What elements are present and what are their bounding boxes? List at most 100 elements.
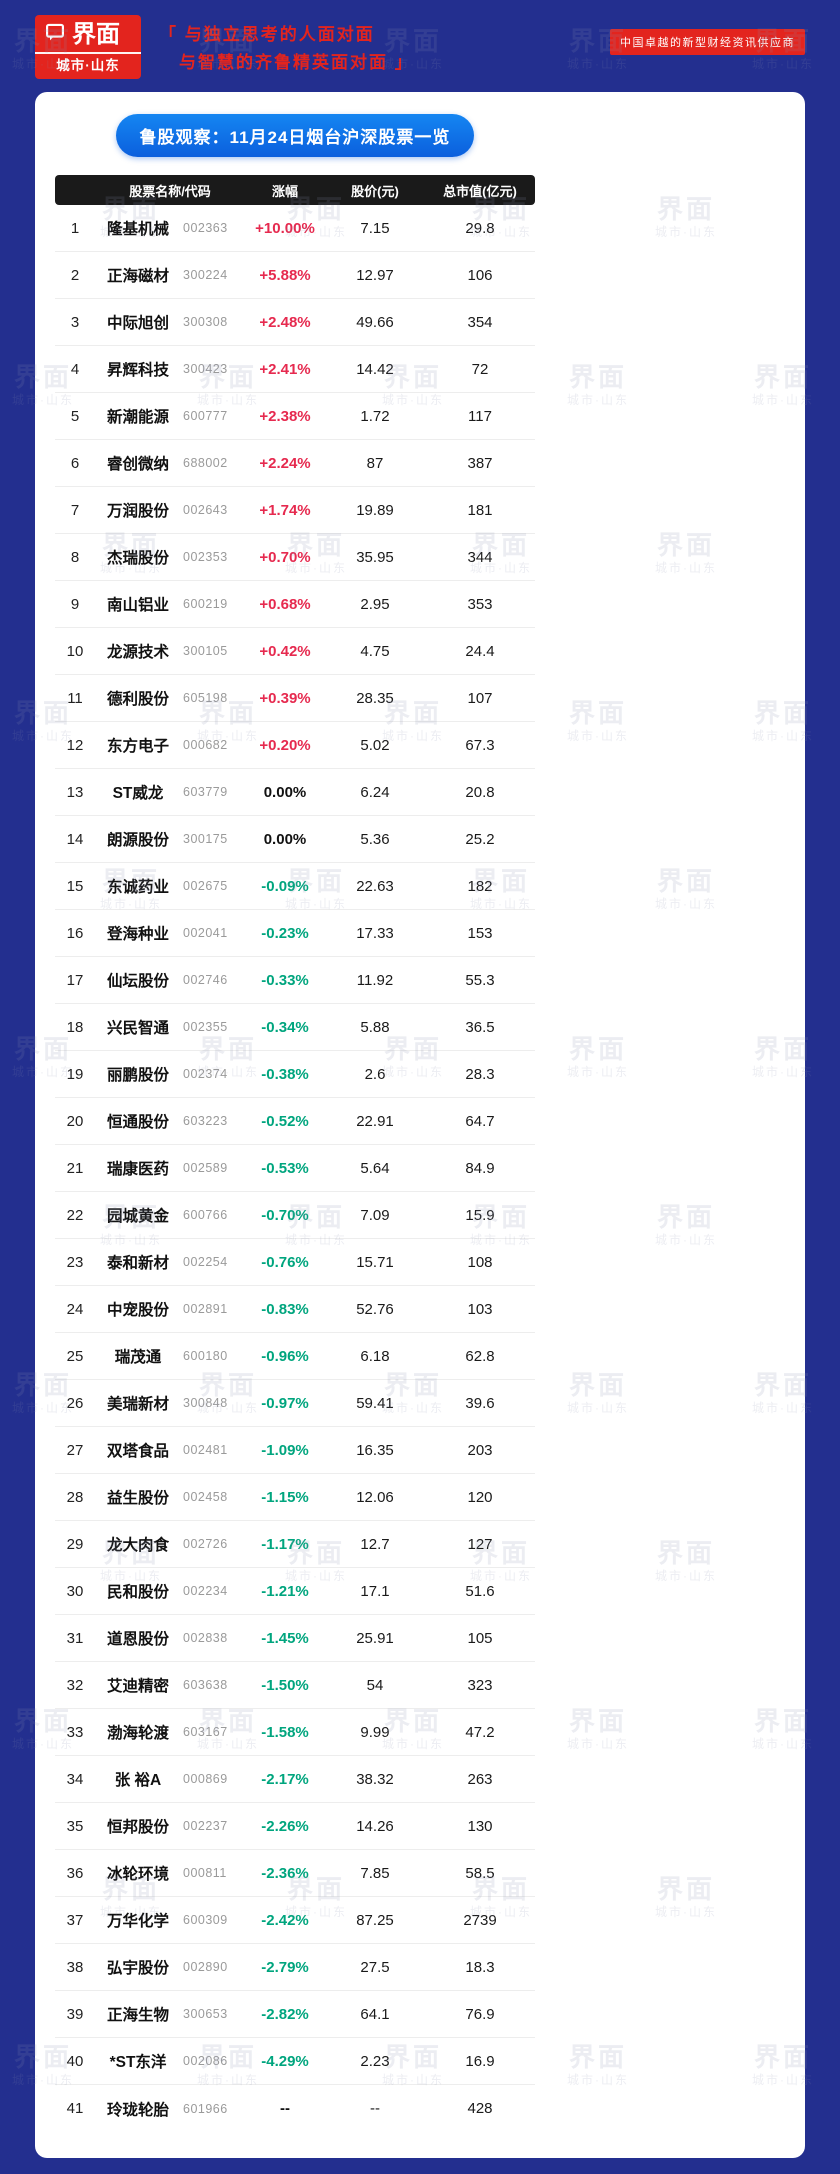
stock-code: 002675 xyxy=(183,879,228,893)
stock-code: 002353 xyxy=(183,550,228,564)
row-number: 32 xyxy=(66,1676,84,1694)
name-code-cell: 冰轮环境 000811 xyxy=(95,1862,245,1884)
market-cap: 181 xyxy=(467,501,493,519)
change-percent: -1.09% xyxy=(261,1441,309,1459)
table-row: 22 园城黄金 600766 -0.70% 7.09 15.9 xyxy=(55,1192,535,1239)
table-row: 41 玲珑轮胎 601966 -- -- 428 xyxy=(55,2085,535,2132)
market-cap: 18.3 xyxy=(465,1958,495,1976)
name-code-cell: 玲珑轮胎 601966 xyxy=(95,2098,245,2120)
change-percent: -1.17% xyxy=(261,1535,309,1553)
stock-name: 隆基机械 xyxy=(106,221,169,238)
stock-code: 002086 xyxy=(183,2054,228,2068)
change-percent: -0.34% xyxy=(261,1018,309,1036)
logo-brand-text: 界面 xyxy=(72,20,120,48)
stock-name: 正海生物 xyxy=(106,2007,169,2024)
change-percent: -2.82% xyxy=(261,2005,309,2023)
market-cap: 117 xyxy=(468,407,492,425)
name-code-cell: 睿创微纳 688002 xyxy=(95,452,245,474)
stock-price: 2.95 xyxy=(360,595,390,613)
stock-price: 5.88 xyxy=(360,1018,390,1036)
change-percent: -2.79% xyxy=(261,1958,309,1976)
stock-code: 002891 xyxy=(183,1302,228,1316)
stock-price: 6.24 xyxy=(360,783,390,801)
stock-code: 300423 xyxy=(183,362,228,376)
change-percent: -2.26% xyxy=(261,1817,309,1835)
market-cap: 182 xyxy=(467,877,493,895)
name-code-cell: 丽鹏股份 002374 xyxy=(95,1063,245,1085)
quote-open-bracket: 「 xyxy=(159,25,178,44)
table-row: 9 南山铝业 600219 +0.68% 2.95 353 xyxy=(55,581,535,628)
stock-name: 恒通股份 xyxy=(106,1114,169,1131)
stock-price: 28.35 xyxy=(356,689,394,707)
table-row: 19 丽鹏股份 002374 -0.38% 2.6 28.3 xyxy=(55,1051,535,1098)
stock-price: 38.32 xyxy=(356,1770,394,1788)
table-row: 27 双塔食品 002481 -1.09% 16.35 203 xyxy=(55,1427,535,1474)
row-number: 36 xyxy=(66,1864,84,1882)
name-code-cell: 双塔食品 002481 xyxy=(95,1439,245,1461)
table-row: 15 东诚药业 002675 -0.09% 22.63 182 xyxy=(55,863,535,910)
market-cap: 108 xyxy=(467,1253,493,1271)
market-cap: 29.8 xyxy=(465,219,495,237)
name-code-cell: 美瑞新材 300848 xyxy=(95,1392,245,1414)
stock-name: 睿创微纳 xyxy=(106,456,169,473)
stock-price: 22.91 xyxy=(356,1112,394,1130)
row-number: 24 xyxy=(66,1300,84,1318)
stock-price: 19.89 xyxy=(356,501,394,519)
row-number: 18 xyxy=(66,1018,84,1036)
change-percent: -0.52% xyxy=(261,1112,309,1130)
change-percent: -0.23% xyxy=(261,924,309,942)
stock-code: 603779 xyxy=(183,785,228,799)
change-percent: +0.68% xyxy=(259,595,311,613)
name-code-cell: 昇辉科技 300423 xyxy=(95,358,245,380)
table-row: 25 瑞茂通 600180 -0.96% 6.18 62.8 xyxy=(55,1333,535,1380)
stock-price: 25.91 xyxy=(356,1629,394,1647)
stock-price: 87 xyxy=(366,454,384,472)
name-code-cell: 瑞康医药 002589 xyxy=(95,1157,245,1179)
header-cell-price: 股价(元) xyxy=(351,183,399,199)
name-code-cell: 中宠股份 002891 xyxy=(95,1298,245,1320)
stock-price: 14.42 xyxy=(356,360,394,378)
stock-price: 22.63 xyxy=(356,877,394,895)
change-percent: -0.76% xyxy=(261,1253,309,1271)
tagline-badge: 中国卓越的新型财经资讯供应商 xyxy=(610,29,805,55)
table-row: 39 正海生物 300653 -2.82% 64.1 76.9 xyxy=(55,1991,535,2038)
change-percent: 0.00% xyxy=(263,830,307,848)
table-row: 13 ST威龙 603779 0.00% 6.24 20.8 xyxy=(55,769,535,816)
change-percent: +5.88% xyxy=(259,266,311,284)
row-number: 16 xyxy=(66,924,84,942)
slogan: 「 与独立思考的人面对面 与智慧的齐鲁精英面对面 」 xyxy=(159,15,414,77)
stock-price: 2.23 xyxy=(360,2052,390,2070)
name-code-cell: 兴民智通 002355 xyxy=(95,1016,245,1038)
stock-code: 000869 xyxy=(183,1772,228,1786)
name-code-cell: *ST东洋 002086 xyxy=(95,2050,245,2072)
row-number: 38 xyxy=(66,1958,84,1976)
name-code-cell: 瑞茂通 600180 xyxy=(95,1345,245,1367)
name-code-cell: 龙大肉食 002726 xyxy=(95,1533,245,1555)
table-row: 30 民和股份 002234 -1.21% 17.1 51.6 xyxy=(55,1568,535,1615)
row-number: 30 xyxy=(66,1582,84,1600)
stock-name: 民和股份 xyxy=(106,1584,169,1601)
stock-name: 中宠股份 xyxy=(106,1302,169,1319)
stock-name: 仙坛股份 xyxy=(106,973,169,990)
stock-name: 张 裕A xyxy=(114,1772,162,1789)
slogan-line-1: 「 与独立思考的人面对面 xyxy=(159,21,414,49)
stock-name: 丽鹏股份 xyxy=(106,1067,169,1084)
stock-name: 万华化学 xyxy=(106,1913,169,1930)
market-cap: 107 xyxy=(467,689,493,707)
market-cap: 263 xyxy=(467,1770,493,1788)
market-cap: 428 xyxy=(467,2100,493,2117)
table-body: 1 隆基机械 002363 +10.00% 7.15 29.8 2 正海磁材 3… xyxy=(55,205,535,2132)
stock-code: 002643 xyxy=(183,503,228,517)
stock-price: 7.85 xyxy=(360,1864,390,1882)
header-cell-marketcap: 总市值(亿元) xyxy=(443,183,517,199)
row-number: 22 xyxy=(66,1206,84,1224)
row-number: 6 xyxy=(70,454,80,472)
row-number: 11 xyxy=(67,689,83,707)
stock-name: 美瑞新材 xyxy=(106,1396,169,1413)
stock-code: 300653 xyxy=(183,2007,228,2021)
row-number: 28 xyxy=(66,1488,84,1506)
stock-price: 9.99 xyxy=(360,1723,390,1741)
row-number: 37 xyxy=(66,1911,84,1929)
stock-code: 002234 xyxy=(183,1584,228,1598)
row-number: 21 xyxy=(66,1159,84,1177)
